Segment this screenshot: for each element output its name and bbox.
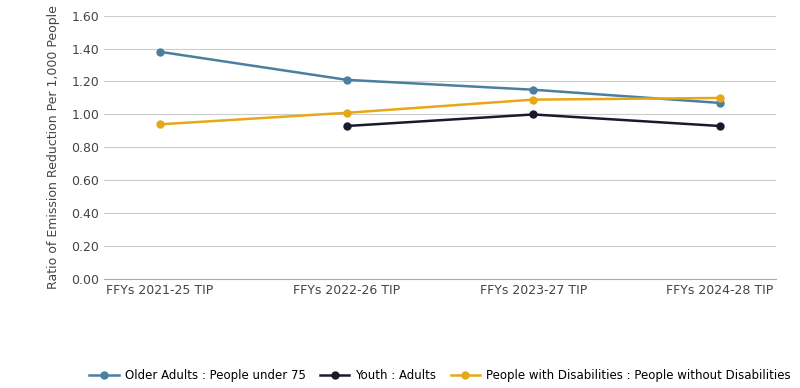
Older Adults : People under 75: (1, 1.21): People under 75: (1, 1.21): [342, 78, 351, 82]
Youth : Adults: (2, 1): Adults: (2, 1): [529, 112, 538, 117]
Y-axis label: Ratio of Emission Reduction Per 1,000 People: Ratio of Emission Reduction Per 1,000 Pe…: [47, 5, 60, 289]
Line: Youth : Adults: Youth : Adults: [343, 111, 723, 130]
Older Adults : People under 75: (2, 1.15): People under 75: (2, 1.15): [529, 87, 538, 92]
Youth : Adults: (1, 0.93): Adults: (1, 0.93): [342, 124, 351, 128]
People with Disabilities : People without Disabilities: (0, 0.94): People without Disabilities: (0, 0.94): [155, 122, 165, 127]
Line: Older Adults : People under 75: Older Adults : People under 75: [157, 48, 723, 106]
Legend: Older Adults : People under 75, Youth : Adults, People with Disabilities : Peopl: Older Adults : People under 75, Youth : …: [85, 364, 795, 387]
People with Disabilities : People without Disabilities: (3, 1.1): People without Disabilities: (3, 1.1): [715, 96, 725, 100]
Youth : Adults: (3, 0.93): Adults: (3, 0.93): [715, 124, 725, 128]
Line: People with Disabilities : People without Disabilities: People with Disabilities : People withou…: [157, 95, 723, 128]
Older Adults : People under 75: (0, 1.38): People under 75: (0, 1.38): [155, 50, 165, 54]
People with Disabilities : People without Disabilities: (1, 1.01): People without Disabilities: (1, 1.01): [342, 111, 351, 115]
Older Adults : People under 75: (3, 1.07): People under 75: (3, 1.07): [715, 100, 725, 105]
People with Disabilities : People without Disabilities: (2, 1.09): People without Disabilities: (2, 1.09): [529, 97, 538, 102]
